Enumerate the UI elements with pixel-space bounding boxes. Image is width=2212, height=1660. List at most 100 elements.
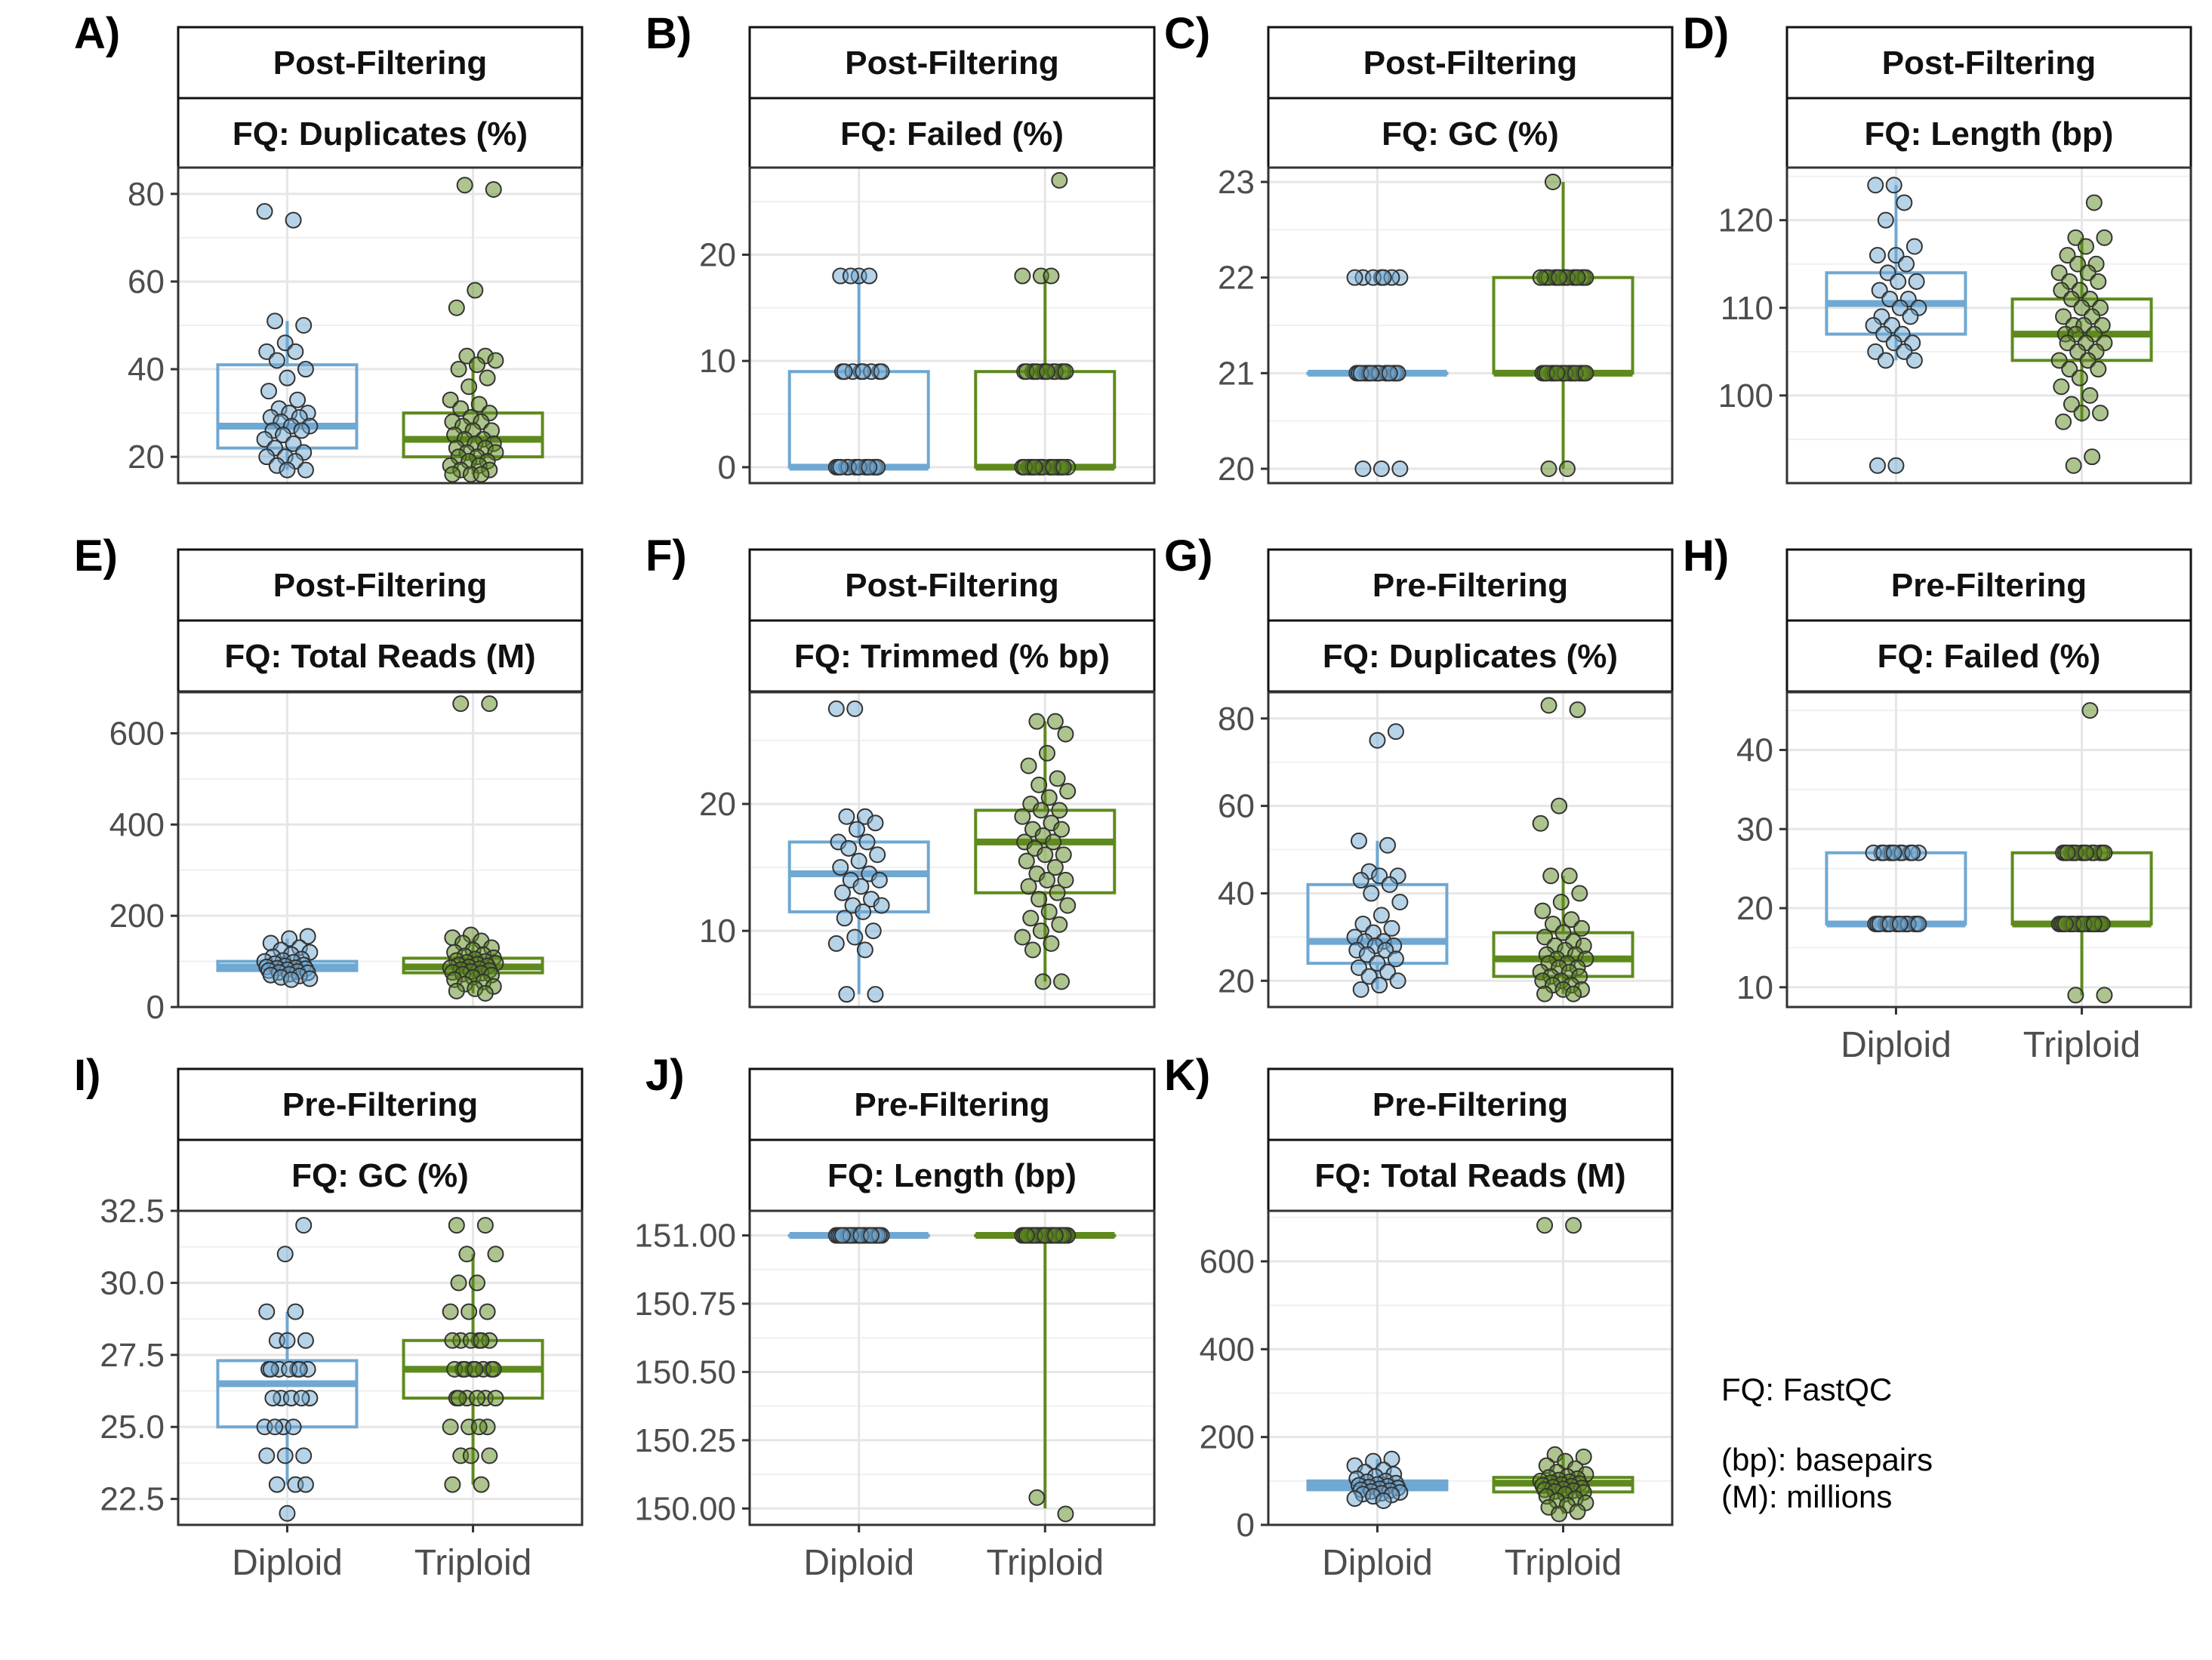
data-point xyxy=(1575,1448,1592,1465)
strip-bottom-box xyxy=(1785,619,2192,693)
x-tick-label-diploid: Diploid xyxy=(232,1543,343,1583)
plot-border xyxy=(177,1209,584,1526)
data-point xyxy=(1014,808,1031,825)
data-point xyxy=(297,461,314,479)
data-point xyxy=(1532,815,1549,832)
data-point xyxy=(470,1418,488,1436)
data-point xyxy=(832,458,849,476)
y-tick-label: 10 xyxy=(699,913,736,950)
panel-j: J) Pre-Filtering FQ: Length (bp) 150.00 150.… xyxy=(634,1051,1156,1583)
data-point xyxy=(1014,929,1031,946)
panel-b: B) Post-Filtering FQ: Failed (%) 0 10 20 xyxy=(645,9,1156,486)
y-tick-label: 20 xyxy=(1218,451,1255,488)
strip-top-label: Pre-Filtering xyxy=(854,1086,1049,1123)
strip-top-box xyxy=(748,548,1156,622)
data-point xyxy=(1045,833,1062,851)
data-point xyxy=(1569,1503,1586,1520)
strip-top-label: Pre-Filtering xyxy=(282,1086,478,1123)
points-diploid xyxy=(827,700,890,1003)
strip-top-label: Post-Filtering xyxy=(1363,45,1578,82)
data-point xyxy=(266,1418,284,1436)
data-point xyxy=(1053,973,1071,990)
y-tick-label: 200 xyxy=(109,898,165,935)
strip-bottom-label: FQ: Failed (%) xyxy=(1878,638,2101,675)
strip-bottom-label: FQ: Total Reads (M) xyxy=(1314,1157,1625,1194)
data-point xyxy=(1532,269,1549,286)
plot-background xyxy=(178,692,582,1007)
data-point xyxy=(479,369,496,387)
strip-top-box xyxy=(1267,1067,1674,1141)
data-point xyxy=(1381,876,1398,893)
strip-bottom-box xyxy=(177,1138,584,1212)
data-point xyxy=(473,1332,490,1349)
data-point xyxy=(473,466,490,483)
data-point xyxy=(268,352,285,369)
data-point xyxy=(2081,387,2099,404)
panel-letter: F) xyxy=(645,531,687,581)
y-tick-label: 80 xyxy=(1218,701,1255,738)
data-point xyxy=(289,391,307,408)
y-tick-label: 10 xyxy=(1736,969,1773,1006)
data-point xyxy=(870,871,888,889)
strip-top-label: Post-Filtering xyxy=(273,567,488,604)
data-point xyxy=(1890,273,1907,290)
data-point xyxy=(1028,713,1046,730)
data-point xyxy=(1905,352,1923,369)
data-point xyxy=(1551,269,1568,286)
data-point xyxy=(1043,267,1060,285)
data-point xyxy=(442,1418,459,1436)
data-point xyxy=(832,859,849,876)
data-point xyxy=(873,897,890,914)
data-point xyxy=(1372,460,1390,477)
data-point xyxy=(864,922,882,940)
data-point xyxy=(1905,238,1923,255)
y-tick-label: 600 xyxy=(109,715,165,752)
data-point xyxy=(1565,1217,1582,1234)
data-point xyxy=(1577,365,1594,382)
data-point xyxy=(444,1476,461,1493)
points-triploid xyxy=(1014,171,1077,476)
data-point xyxy=(1059,897,1077,914)
data-point xyxy=(297,1332,314,1349)
y-tick-label: 60 xyxy=(128,263,165,300)
panels-group: A) Post-Filtering FQ: Duplicates (%) 20 40 60… xyxy=(74,9,2192,1583)
data-point xyxy=(827,935,845,952)
data-point xyxy=(448,1217,465,1234)
strip-bottom-box xyxy=(748,619,1156,693)
data-point xyxy=(846,929,864,946)
data-point xyxy=(1024,941,1041,959)
y-tick-label: 22.5 xyxy=(100,1481,165,1518)
data-point xyxy=(266,313,284,330)
data-point xyxy=(861,267,878,285)
y-tick-label: 120 xyxy=(1718,202,1773,239)
plot-border xyxy=(748,166,1156,485)
plot-background xyxy=(750,692,1154,1007)
data-point xyxy=(279,461,296,479)
strip-top-box xyxy=(1785,26,2192,100)
strip-bottom-box xyxy=(1267,619,1674,693)
data-point xyxy=(838,808,855,825)
strip-top-label: Pre-Filtering xyxy=(1372,1086,1568,1123)
strip-top-label: Post-Filtering xyxy=(1882,45,2096,82)
points-triploid xyxy=(442,1217,504,1493)
panel-letter: J) xyxy=(645,1051,685,1100)
data-point xyxy=(2055,413,2072,430)
strip-bottom-label: FQ: Duplicates (%) xyxy=(233,115,528,152)
data-point xyxy=(833,1227,851,1244)
strip-top-box xyxy=(1267,548,1674,622)
data-point xyxy=(1043,935,1060,952)
data-point xyxy=(833,884,851,901)
data-point xyxy=(2073,405,2090,422)
y-tick-label: 150.00 xyxy=(634,1490,736,1527)
caption-line-fastqc: FQ: FastQC xyxy=(1721,1372,1892,1407)
data-point xyxy=(2090,273,2107,290)
strip-top-box xyxy=(177,1067,584,1141)
y-tick-label: 10 xyxy=(699,343,736,380)
data-point xyxy=(2096,987,2113,1004)
data-point xyxy=(468,1274,485,1292)
y-tick-label: 23 xyxy=(1218,164,1255,201)
data-point xyxy=(1055,458,1072,476)
data-point xyxy=(452,695,470,713)
data-point xyxy=(1363,365,1380,382)
data-point xyxy=(2081,702,2099,719)
